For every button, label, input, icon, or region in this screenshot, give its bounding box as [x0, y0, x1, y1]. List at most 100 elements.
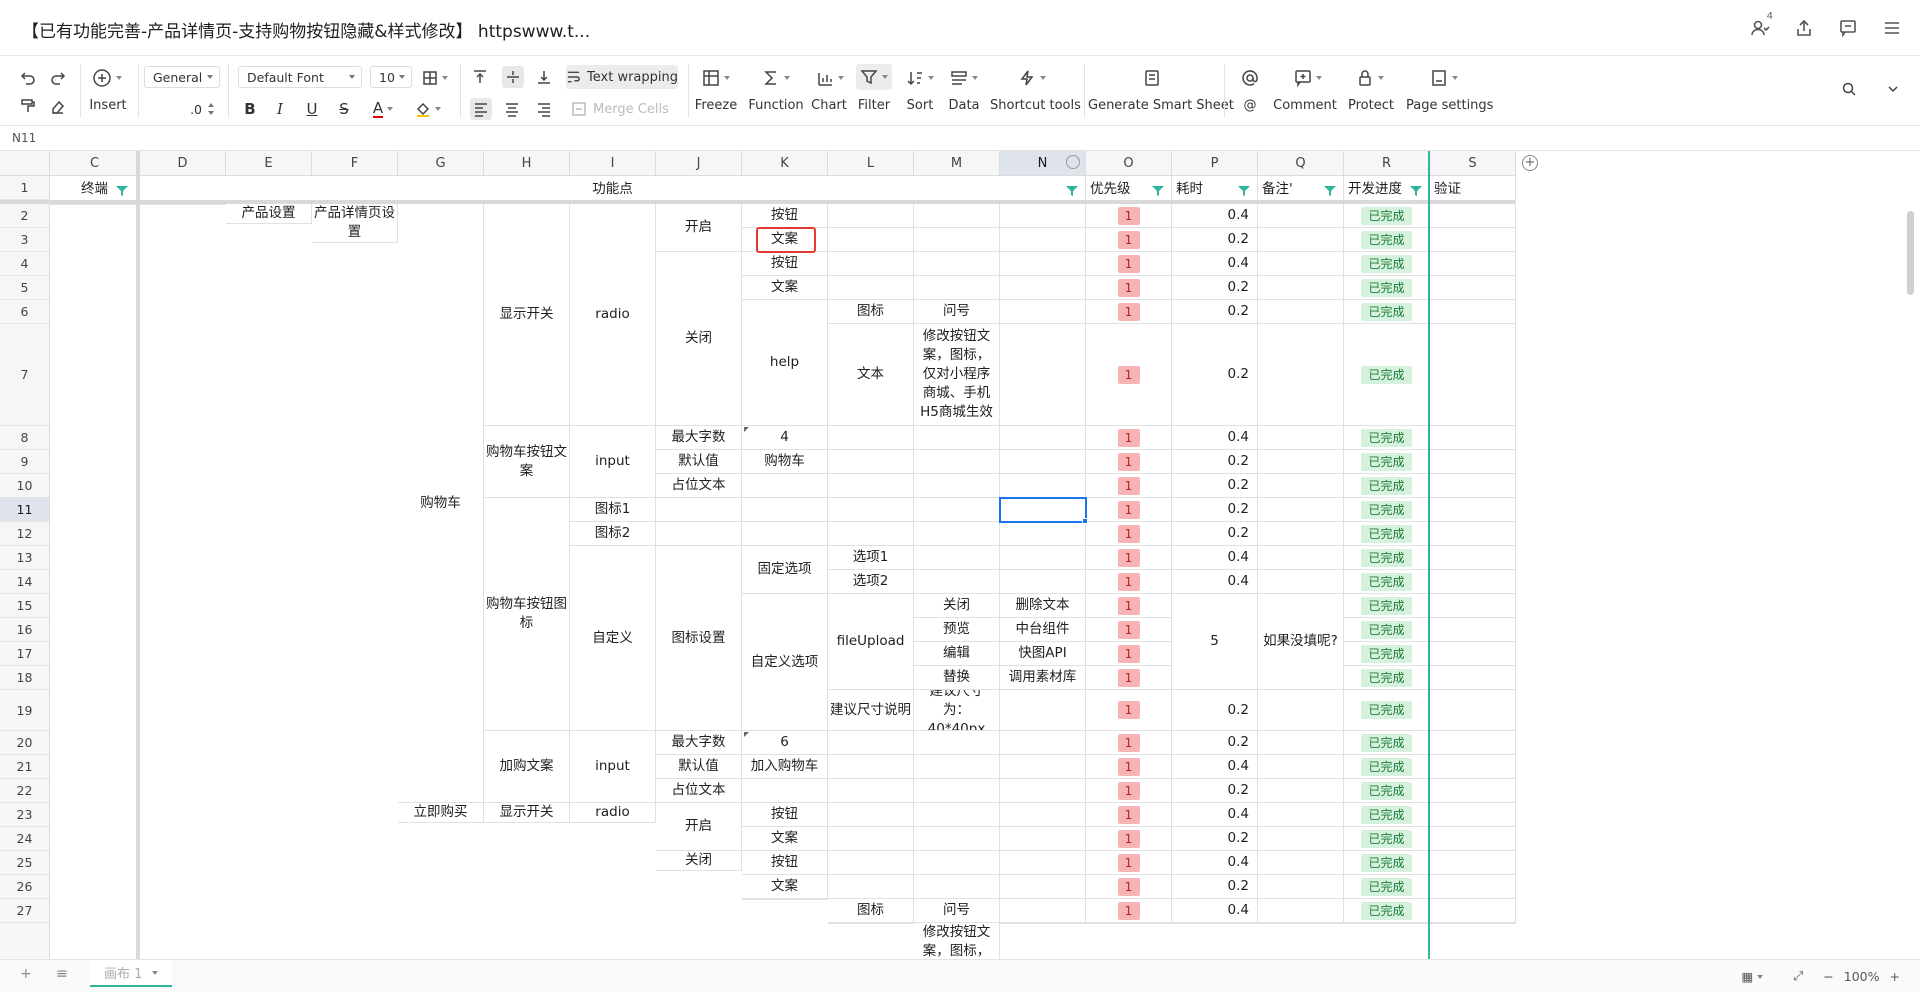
- sort-label[interactable]: Sort: [900, 98, 940, 113]
- filter-funnel-icon[interactable]: [116, 182, 128, 194]
- cell-verify-24[interactable]: [1430, 827, 1516, 851]
- cell-l5[interactable]: [828, 276, 914, 300]
- font-size-select[interactable]: 10: [370, 66, 412, 88]
- cell-priority-5[interactable]: 1: [1086, 276, 1172, 300]
- cell-priority-18[interactable]: 1: [1086, 666, 1172, 690]
- row-header-14[interactable]: 14: [0, 570, 50, 594]
- cell-j11[interactable]: [656, 498, 742, 522]
- filter-label[interactable]: Filter: [852, 98, 896, 113]
- cell-material-library[interactable]: 调用素材库: [1000, 666, 1086, 690]
- cell-l4[interactable]: [828, 252, 914, 276]
- cell-m11[interactable]: [914, 498, 1000, 522]
- shortcut-tools-icon[interactable]: [1012, 66, 1052, 90]
- document-title[interactable]: 【已有功能完善-产品详情页-支持购物按钮隐藏&样式修改】 httpswww.t.…: [22, 17, 590, 42]
- borders-icon[interactable]: [418, 66, 452, 90]
- cell-l2[interactable]: [828, 204, 914, 228]
- italic-icon[interactable]: I: [270, 98, 290, 120]
- cell-verify-22[interactable]: [1430, 779, 1516, 803]
- underline-icon[interactable]: U: [302, 98, 322, 120]
- shortcut-tools-label[interactable]: Shortcut tools: [990, 98, 1074, 113]
- cell-comment-marker[interactable]: [744, 427, 749, 432]
- cell-n9[interactable]: [1000, 450, 1086, 474]
- cell-question-mark-2[interactable]: 问号: [914, 899, 1000, 923]
- col-d-merged[interactable]: [140, 204, 226, 205]
- cell-progress-17[interactable]: 已完成: [1344, 642, 1430, 666]
- cell-s28[interactable]: [1430, 923, 1516, 924]
- cell-note-22[interactable]: [1258, 779, 1344, 803]
- cell-k11[interactable]: [742, 498, 828, 522]
- cell-time-14[interactable]: 0.4: [1172, 570, 1258, 594]
- cell-priority-8[interactable]: 1: [1086, 426, 1172, 450]
- cell-m-edit[interactable]: 编辑: [914, 642, 1000, 666]
- row-header-2[interactable]: 2: [0, 204, 50, 228]
- align-top-icon[interactable]: [470, 66, 490, 88]
- row-header-17[interactable]: 17: [0, 642, 50, 666]
- protect-label[interactable]: Protect: [1346, 98, 1396, 113]
- cell-time-21[interactable]: 0.4: [1172, 755, 1258, 779]
- cell-n4[interactable]: [1000, 252, 1086, 276]
- align-bottom-icon[interactable]: [534, 66, 554, 88]
- cell-priority-24[interactable]: 1: [1086, 827, 1172, 851]
- cell-priority-15[interactable]: 1: [1086, 594, 1172, 618]
- cell-time-8[interactable]: 0.4: [1172, 426, 1258, 450]
- cell-time-merged[interactable]: 5: [1172, 594, 1258, 690]
- cell-q28[interactable]: [1258, 923, 1344, 924]
- comment-icon[interactable]: [1288, 66, 1328, 90]
- bold-icon[interactable]: B: [240, 98, 260, 120]
- zoom-level[interactable]: 100%: [1844, 969, 1880, 984]
- active-cell-selection[interactable]: [999, 497, 1087, 523]
- cell-l23[interactable]: [828, 803, 914, 827]
- strikethrough-icon[interactable]: S: [334, 98, 354, 120]
- cell-mid-component[interactable]: 中台组件: [1000, 618, 1086, 642]
- row-header-4[interactable]: 4: [0, 252, 50, 276]
- cell-text-4[interactable]: 文案: [742, 875, 828, 899]
- cell-time-19[interactable]: 0.2: [1172, 690, 1258, 731]
- cell-priority-2[interactable]: 1: [1086, 204, 1172, 228]
- cell-note-27[interactable]: [1258, 899, 1344, 923]
- row-header-21[interactable]: 21: [0, 755, 50, 779]
- cell-n27[interactable]: [1000, 899, 1086, 923]
- cell-progress-3[interactable]: 已完成: [1344, 228, 1430, 252]
- cell-l22[interactable]: [828, 779, 914, 803]
- cell-placeholder-2[interactable]: 占位文本: [656, 779, 742, 803]
- cell-progress-12[interactable]: 已完成: [1344, 522, 1430, 546]
- cell-add-cart-text[interactable]: 加购文案: [484, 731, 570, 803]
- cell-option2[interactable]: 选项2: [828, 570, 914, 594]
- cell-priority-16[interactable]: 1: [1086, 618, 1172, 642]
- cell-priority-20[interactable]: 1: [1086, 731, 1172, 755]
- cell-priority-6[interactable]: 1: [1086, 300, 1172, 324]
- cell-priority-4[interactable]: 1: [1086, 252, 1172, 276]
- column-header-e[interactable]: E: [226, 151, 312, 176]
- cell-modify-note-2[interactable]: 修改按钮文案，图标，: [914, 923, 1000, 959]
- row-header-8[interactable]: 8: [0, 426, 50, 450]
- cell-verify-16[interactable]: [1430, 618, 1516, 642]
- cell-progress-10[interactable]: 已完成: [1344, 474, 1430, 498]
- cell-progress-24[interactable]: 已完成: [1344, 827, 1430, 851]
- comment-panel-icon[interactable]: [1834, 14, 1862, 42]
- filter-funnel-icon[interactable]: [1410, 182, 1422, 194]
- cell-priority-22[interactable]: 1: [1086, 779, 1172, 803]
- decimal-stepper[interactable]: .0: [166, 98, 220, 120]
- cell-time-7[interactable]: 0.2: [1172, 324, 1258, 426]
- cell-l28[interactable]: [828, 923, 914, 924]
- cell-priority-13[interactable]: 1: [1086, 546, 1172, 570]
- cell-note-9[interactable]: [1258, 450, 1344, 474]
- freeze-row-divider[interactable]: [0, 200, 1515, 204]
- cell-text-type[interactable]: 文本: [828, 324, 914, 426]
- mention-icon[interactable]: [1240, 66, 1260, 90]
- cell-verify-26[interactable]: [1430, 875, 1516, 899]
- row-header-20[interactable]: 20: [0, 731, 50, 755]
- cell-close-2[interactable]: 关闭: [656, 851, 742, 871]
- cell-time-10[interactable]: 0.2: [1172, 474, 1258, 498]
- align-left-icon[interactable]: [470, 98, 492, 120]
- cell-icon2[interactable]: 图标2: [570, 522, 656, 546]
- cell-k10[interactable]: [742, 474, 828, 498]
- cell-time-5[interactable]: 0.2: [1172, 276, 1258, 300]
- cell-l20[interactable]: [828, 731, 914, 755]
- cell-m14[interactable]: [914, 570, 1000, 594]
- cell-progress-13[interactable]: 已完成: [1344, 546, 1430, 570]
- cell-verify-12[interactable]: [1430, 522, 1516, 546]
- cell-m13[interactable]: [914, 546, 1000, 570]
- cell-j12[interactable]: [656, 522, 742, 546]
- cell-m-replace[interactable]: 替换: [914, 666, 1000, 690]
